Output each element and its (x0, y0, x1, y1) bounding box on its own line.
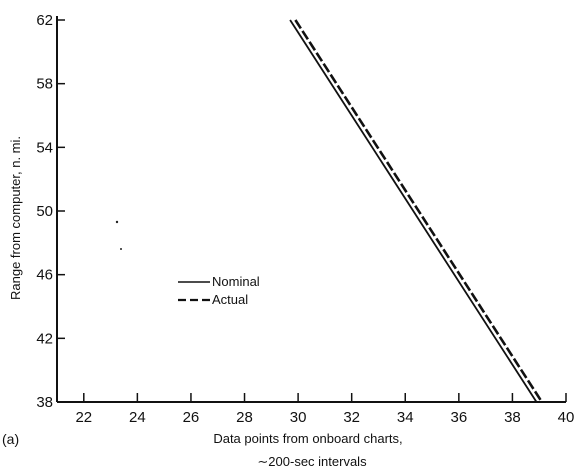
x-tick-label-32: 32 (343, 409, 360, 426)
legend-label-nominal: Nominal (212, 274, 260, 289)
series-layer (289, 19, 543, 403)
scan-speck (115, 220, 119, 224)
x-tick-label-30: 30 (290, 409, 307, 426)
x-tick-label-28: 28 (236, 409, 253, 426)
y-tick-label-62: 62 (36, 12, 53, 29)
scan-speck (120, 248, 122, 250)
x-axis-title-line-1: Data points from onboard charts, (213, 431, 402, 446)
legend-label-actual: Actual (212, 292, 248, 307)
ticks-layer: 22 24 26 28 30 32 34 36 38 40 38 42 46 50 54 58 62 (36, 12, 574, 426)
y-axis-title: Range from computer, n. mi. (8, 136, 23, 300)
series-line-nominal (289, 19, 538, 403)
y-tick-label-58: 58 (36, 76, 53, 93)
y-tick-label-38: 38 (36, 394, 53, 411)
y-tick-label-50: 50 (36, 203, 53, 220)
scan-specks (115, 220, 122, 250)
legend: Nominal Actual (178, 274, 260, 307)
y-tick-label-54: 54 (36, 139, 53, 156)
y-tick-label-42: 42 (36, 330, 53, 347)
x-tick-label-22: 22 (75, 409, 92, 426)
x-tick-label-36: 36 (450, 409, 467, 426)
x-tick-label-40: 40 (558, 409, 575, 426)
x-tick-label-24: 24 (129, 409, 146, 426)
series-line-actual (294, 19, 543, 403)
x-axis-title-line-2: ∼200-sec intervals (257, 454, 367, 469)
x-tick-label-34: 34 (397, 409, 414, 426)
panel-label: (a) (2, 431, 19, 447)
y-tick-label-46: 46 (36, 267, 53, 284)
x-tick-label-38: 38 (504, 409, 521, 426)
x-tick-label-26: 26 (183, 409, 200, 426)
